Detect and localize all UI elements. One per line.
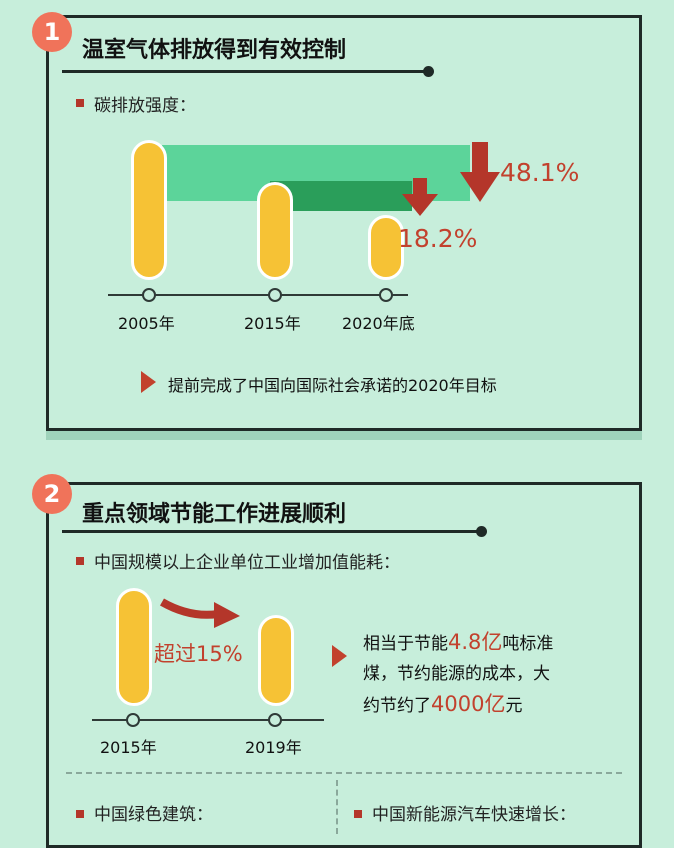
bar-2015: [116, 588, 152, 706]
savings-text-line1: 相当于节能4.8亿吨标准: [363, 630, 554, 654]
decrease-label: 超过15%: [154, 642, 243, 666]
year-label: 2019年: [245, 738, 302, 757]
year-label: 2020年底: [342, 314, 415, 333]
year-label: 2015年: [244, 314, 301, 333]
down-arrow-icon: [402, 178, 438, 216]
subtitle-green-building: 中国绿色建筑：: [94, 805, 213, 825]
bullet-square: [76, 99, 84, 107]
reduction-pct-total: 48.1%: [500, 158, 580, 187]
title-underline-dot-1: [423, 66, 434, 77]
bar-2005: [131, 140, 167, 280]
timeline-tick: [268, 713, 282, 727]
subtitle-new-energy-vehicles: 中国新能源汽车快速增长：: [372, 805, 576, 825]
year-label: 2005年: [118, 314, 175, 333]
subtitle-carbon-intensity: 碳排放强度：: [94, 96, 196, 116]
section-number-badge-2: 2: [32, 474, 72, 514]
target-note: 提前完成了中国向国际社会承诺的2020年目标: [168, 376, 497, 395]
down-arrow-icon: [460, 142, 500, 202]
reduction-pct-recent: 18.2%: [398, 224, 478, 253]
triangle-bullet-icon: [141, 371, 156, 393]
timeline-axis-1: [108, 294, 408, 296]
band-2015-to-2020: [270, 181, 412, 211]
savings-text-line2: 煤，节约能源的成本，大: [363, 664, 550, 684]
title-underline-dot-2: [476, 526, 487, 537]
timeline-tick: [142, 288, 156, 302]
bar-2020: [368, 215, 404, 280]
timeline-tick: [126, 713, 140, 727]
savings-text-line3: 约节约了4000亿元: [363, 692, 523, 716]
title-underline-2: [62, 530, 482, 533]
section-title-2: 重点领域节能工作进展顺利: [82, 502, 347, 527]
curved-arrow-icon: [160, 598, 240, 628]
subtitle-energy-consumption: 中国规模以上企业单位工业增加值能耗：: [94, 553, 400, 573]
section-title-1: 温室气体排放得到有效控制: [82, 38, 347, 63]
bar-2019: [258, 615, 294, 706]
year-label: 2015年: [100, 738, 157, 757]
bullet-square: [354, 810, 362, 818]
bullet-square: [76, 810, 84, 818]
bullet-square: [76, 557, 84, 565]
title-underline-1: [62, 70, 430, 73]
triangle-bullet-icon: [332, 645, 347, 667]
timeline-tick: [379, 288, 393, 302]
section-number-badge-1: 1: [32, 12, 72, 52]
column-divider: [336, 780, 338, 834]
timeline-axis-2: [92, 719, 324, 721]
bar-2015: [257, 182, 293, 280]
card-shadow-1: [46, 428, 642, 440]
section-divider: [66, 772, 622, 774]
timeline-tick: [268, 288, 282, 302]
